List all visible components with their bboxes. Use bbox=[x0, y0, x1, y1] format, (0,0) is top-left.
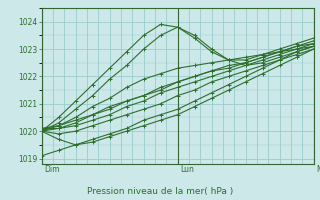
Text: Lun: Lun bbox=[180, 165, 194, 174]
Text: Dim: Dim bbox=[44, 165, 60, 174]
Text: Mar: Mar bbox=[316, 165, 320, 174]
Text: Pression niveau de la mer( hPa ): Pression niveau de la mer( hPa ) bbox=[87, 187, 233, 196]
